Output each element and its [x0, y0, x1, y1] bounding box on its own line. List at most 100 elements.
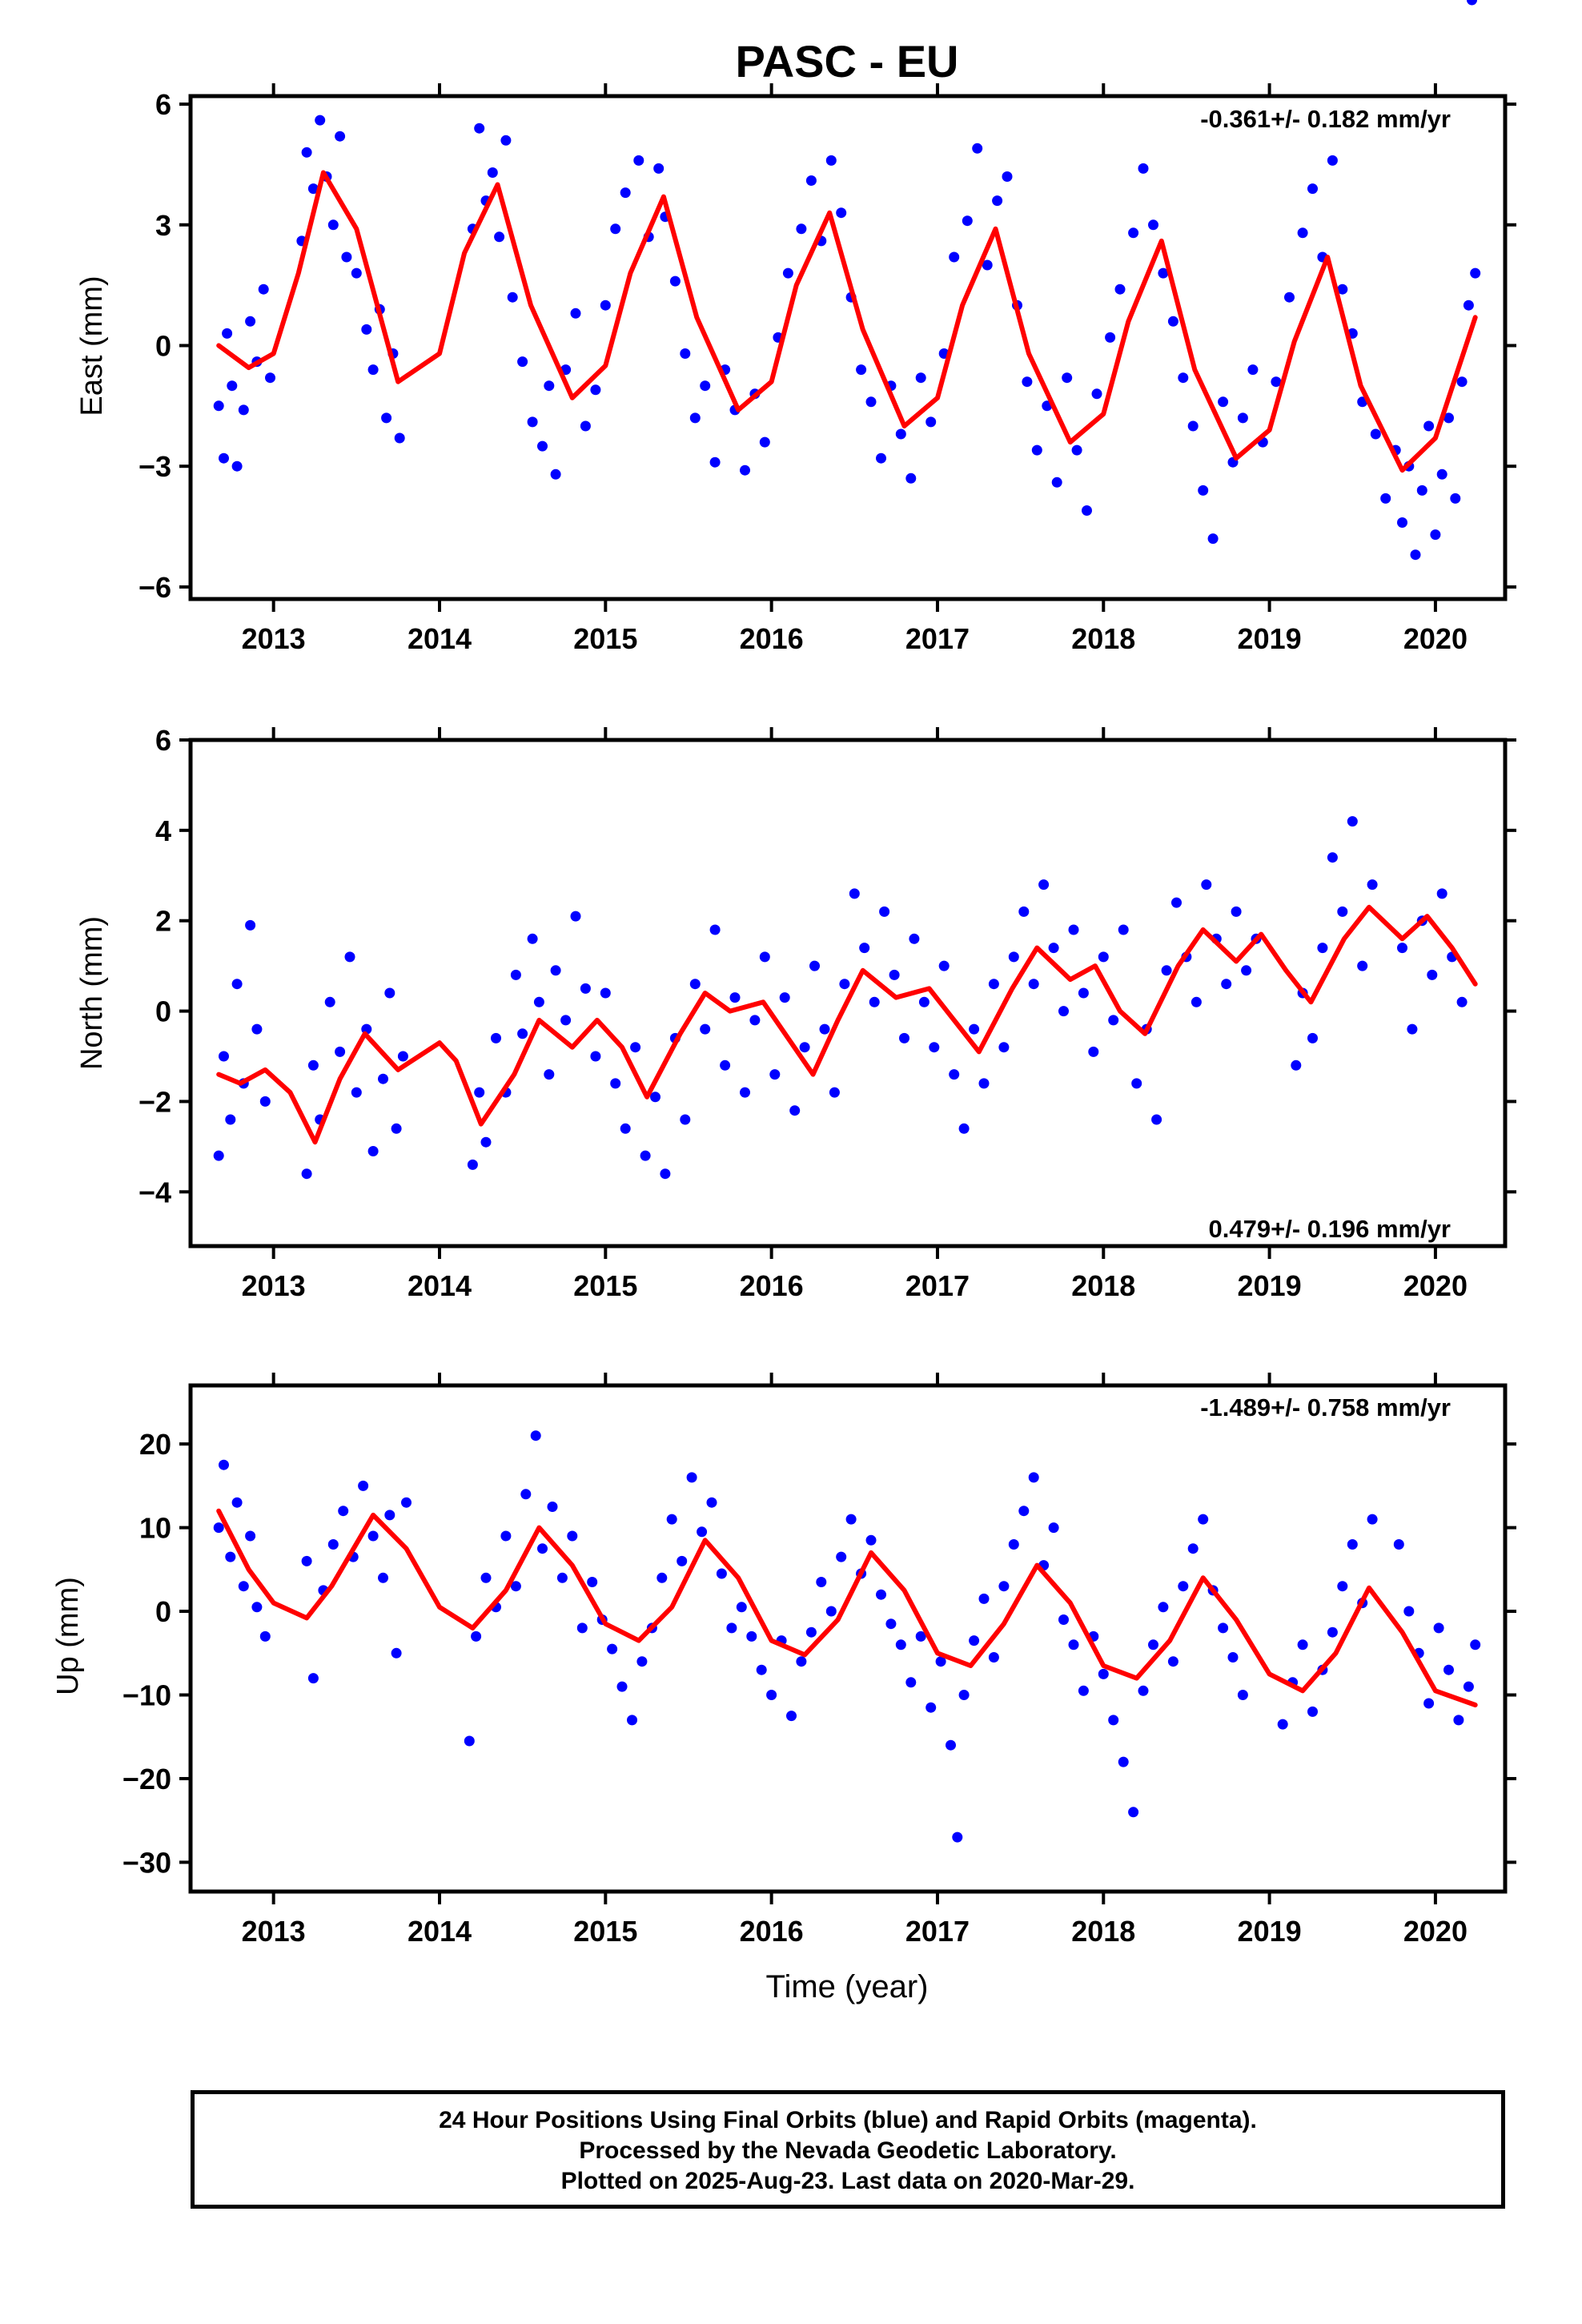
east-data-point: [1105, 332, 1116, 343]
up-panel: Up (mm) -1.489+/- 0.758 mm/yr −30 −20 −10 0…: [51, 1373, 1516, 1948]
east-data-point: [1430, 529, 1441, 541]
east-data-point: [962, 215, 973, 227]
east-data-point: [1148, 219, 1158, 231]
x-axis-label: Time (year): [766, 1969, 929, 2004]
up-data-point: [401, 1497, 412, 1508]
north-data-point: [1201, 879, 1212, 891]
up-data-point: [1443, 1664, 1454, 1675]
east-data-point: [1237, 412, 1248, 424]
up-data-point: [1337, 1581, 1348, 1592]
north-data-point: [1327, 852, 1338, 863]
up-data-point: [1218, 1622, 1229, 1634]
north-data-point: [969, 1023, 980, 1035]
north-data-point: [1151, 1114, 1162, 1125]
up-data-point: [1018, 1506, 1030, 1517]
north-data-point: [219, 1051, 229, 1062]
north-data-point: [1307, 1032, 1318, 1043]
up-data-point: [926, 1702, 937, 1713]
east-data-point: [301, 147, 312, 158]
up-y-tick-label: −20: [122, 1763, 171, 1795]
north-data-point: [1048, 943, 1059, 954]
east-data-point: [1410, 549, 1421, 561]
east-data-point: [1271, 376, 1282, 388]
east-data-point: [394, 432, 405, 444]
east-x-tick-label: 2014: [408, 622, 472, 655]
east-data-point: [245, 316, 256, 327]
up-data-point: [338, 1506, 349, 1517]
north-data-point: [480, 1136, 492, 1148]
north-data-point: [251, 1023, 263, 1035]
east-data-point: [610, 223, 621, 235]
caption-line-1: 24 Hour Positions Using Final Orbits (bl…: [439, 2107, 1257, 2133]
north-data-point: [1467, 0, 1477, 6]
up-data-point: [607, 1643, 618, 1655]
north-data-point: [397, 1051, 408, 1062]
east-data-point: [689, 412, 701, 424]
up-data-point: [1198, 1514, 1209, 1525]
east-y-tick-label: 3: [155, 209, 171, 242]
north-data-point: [1118, 924, 1129, 935]
up-data-point: [958, 1690, 970, 1700]
up-data-point: [766, 1690, 777, 1700]
up-data-point: [480, 1572, 492, 1583]
north-data-point: [929, 1042, 940, 1053]
north-fit-line: [216, 904, 1478, 1145]
north-data-point: [1008, 951, 1019, 963]
north-data-point: [1098, 951, 1109, 963]
up-data-point: [259, 1630, 271, 1642]
east-data-point: [265, 372, 275, 384]
east-data-point: [876, 452, 886, 464]
east-data-point: [949, 251, 960, 263]
east-data-point: [1091, 388, 1102, 400]
east-data-point: [1436, 468, 1447, 480]
north-data-point: [789, 1105, 801, 1116]
east-data-point: [1470, 267, 1481, 279]
north-data-point: [1058, 1006, 1069, 1017]
north-data-point: [988, 979, 999, 990]
east-data-point: [238, 404, 249, 416]
up-data-point: [1158, 1602, 1169, 1613]
east-data-point: [836, 207, 847, 219]
east-data-point: [1128, 227, 1139, 239]
north-data-point: [560, 1015, 572, 1026]
up-data-point: [510, 1581, 521, 1592]
up-data-point: [656, 1572, 668, 1583]
east-x-tick-label: 2016: [740, 622, 804, 655]
north-data-point: [958, 1123, 970, 1134]
east-data-point: [361, 324, 372, 335]
up-data-point: [746, 1630, 757, 1642]
up-data-point: [358, 1480, 369, 1491]
up-data-point: [865, 1534, 877, 1546]
east-data-point: [258, 283, 269, 295]
up-data-point: [915, 1630, 926, 1642]
east-data-point: [537, 440, 548, 452]
up-data-point: [946, 1739, 956, 1751]
up-data-point: [627, 1715, 637, 1726]
east-data-point: [1114, 283, 1126, 295]
up-data-point: [786, 1711, 797, 1722]
up-data-point: [1393, 1539, 1404, 1550]
north-data-point: [544, 1069, 555, 1080]
north-data-point: [1108, 1015, 1119, 1026]
north-x-tick-label: 2018: [1071, 1269, 1135, 1302]
up-data-point: [213, 1522, 224, 1534]
east-data-point: [1307, 183, 1318, 195]
north-data-point: [1337, 906, 1348, 917]
up-x-tick-label: 2020: [1403, 1915, 1468, 1948]
north-data-point: [630, 1042, 641, 1053]
east-data-point: [1463, 300, 1474, 311]
up-data-point: [1138, 1685, 1149, 1696]
east-data-point: [1284, 292, 1295, 303]
east-data-point: [653, 163, 665, 174]
north-data-point: [978, 1078, 990, 1089]
north-data-point: [1068, 924, 1079, 935]
north-data-point: [769, 1069, 781, 1080]
up-x-tick-label: 2017: [905, 1915, 970, 1948]
north-data-point: [225, 1114, 236, 1125]
north-data-point: [391, 1123, 402, 1134]
up-data-point: [391, 1647, 402, 1659]
east-data-point: [633, 155, 644, 166]
north-x-tick-label: 2019: [1238, 1269, 1302, 1302]
east-data-point: [1158, 267, 1169, 279]
